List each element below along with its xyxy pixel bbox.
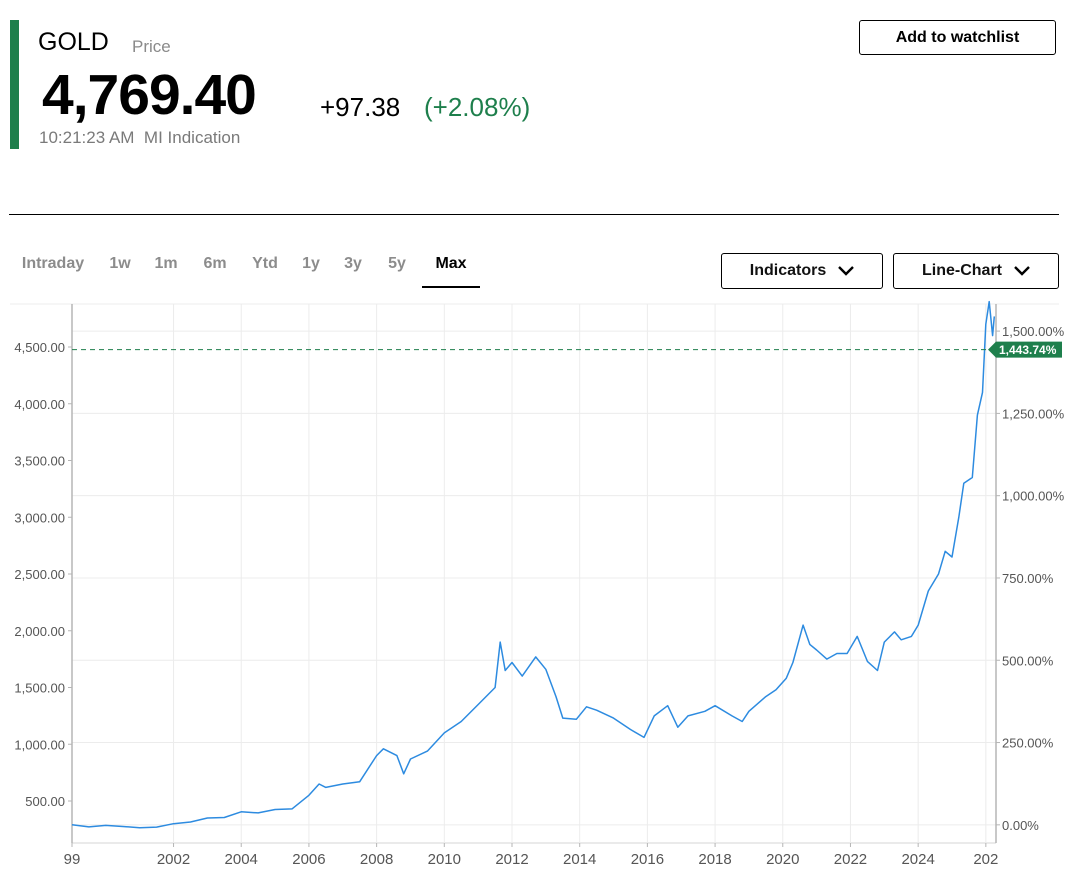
current-change-badge [988,341,1062,358]
y-right-tick-label: 1,000.00% [1002,489,1065,504]
y-right-tick-label: 750.00% [1002,571,1054,586]
x-tick-label: 2014 [563,851,596,868]
tab-ytd[interactable]: Ytd [252,255,278,272]
add-to-watchlist-button[interactable]: Add to watchlist [859,20,1056,55]
price-change-absolute: +97.38 [320,92,401,122]
current-price: 4,769.40 [42,63,257,127]
timestamp-time: 10:21:23 AM [39,128,135,147]
y-left-tick-label: 4,500.00 [14,340,65,355]
x-tick-label: 2008 [360,851,393,868]
y-left-tick-label: 2,500.00 [14,567,65,582]
y-left-tick-label: 2,000.00 [14,624,65,639]
tab-1w[interactable]: 1w [109,255,131,272]
y-left-tick-label: 3,000.00 [14,510,65,525]
x-tick-label: 2002 [157,851,190,868]
x-tick-label: 99 [64,851,81,868]
y-right-tick-label: 500.00% [1002,653,1054,668]
x-tick-label: 2016 [631,851,664,868]
indicators-label: Indicators [749,262,827,279]
y-left-tick-label: 1,500.00 [14,681,65,696]
x-tick-label: 202 [973,851,998,868]
chevron-down-icon [838,266,855,276]
accent-bar [10,20,19,149]
y-right-tick-label: 1,500.00% [1002,324,1065,339]
x-tick-label: 2006 [292,851,325,868]
tab-5y[interactable]: 5y [388,255,406,272]
x-tick-label: 2012 [495,851,528,868]
tab-max[interactable]: Max [422,248,480,288]
x-tick-label: 2024 [901,851,934,868]
current-change-badge-label: 1,443.74% [999,343,1057,357]
chart-type-label: Line-Chart [922,262,1002,279]
y-left-tick-label: 3,500.00 [14,454,65,469]
chart-type-dropdown[interactable]: Line-Chart [893,253,1059,289]
y-right-tick-label: 1,250.00% [1002,406,1065,421]
x-tick-label: 2018 [698,851,731,868]
price-line [71,300,996,829]
price-source: MI Indication [143,128,241,147]
symbol-name: GOLD [38,28,109,56]
tab-3y[interactable]: 3y [344,255,362,272]
x-tick-label: 2004 [225,851,258,868]
x-tick-label: 2022 [834,851,867,868]
price-chart[interactable]: 500.00 1,000.00 1,500.00 2,000.00 2,500.00 3,… [0,300,1069,889]
tab-6m[interactable]: 6m [203,255,227,272]
y-left-tick-label: 1,000.00 [14,737,65,752]
y-left-tick-label: 500.00 [25,794,65,809]
tab-1y[interactable]: 1y [302,255,320,272]
header-divider [9,214,1059,215]
tab-1m[interactable]: 1m [154,255,178,272]
price-timestamp: 10:21:23 AM MI Indication [39,128,240,148]
price-kind-label: Price [132,37,171,56]
y-right-tick-label: 250.00% [1002,736,1054,751]
price-change-percent: (+2.08%) [424,92,531,122]
y-right-tick-label: 0.00% [1002,818,1039,833]
y-left-tick-label: 4,000.00 [14,397,65,412]
chevron-down-icon [1014,266,1030,276]
x-tick-label: 2020 [766,851,799,868]
x-tick-label: 2010 [428,851,461,868]
tab-intraday[interactable]: Intraday [21,255,85,272]
indicators-dropdown[interactable]: Indicators [721,253,883,289]
